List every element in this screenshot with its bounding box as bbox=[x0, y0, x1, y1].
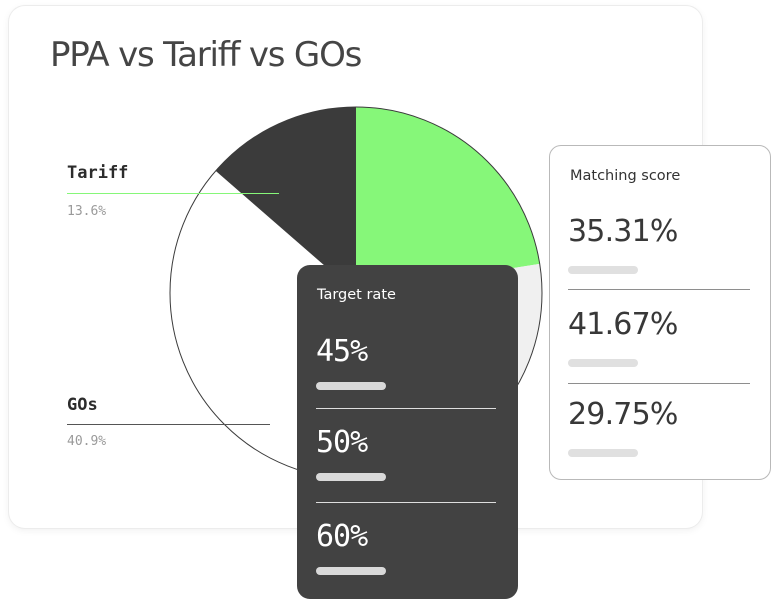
gos-percent: 40.9% bbox=[67, 434, 107, 449]
tariff-label: Tariff bbox=[67, 163, 129, 183]
gos-label: GOs bbox=[67, 395, 98, 415]
placeholder-bar bbox=[568, 266, 638, 274]
target-rate-row: 60% bbox=[316, 519, 496, 614]
matching-score-value: 29.75% bbox=[568, 397, 678, 432]
target-rate-header: Target rate bbox=[317, 287, 396, 303]
placeholder-bar bbox=[316, 382, 386, 390]
placeholder-bar bbox=[316, 473, 386, 481]
chart-title: PPA vs Tariff vs GOs bbox=[50, 35, 362, 75]
row-divider bbox=[316, 502, 496, 503]
tariff-leader-line bbox=[67, 193, 279, 194]
placeholder-bar bbox=[316, 567, 386, 575]
pie-slice-0 bbox=[356, 107, 540, 293]
tariff-percent: 13.6% bbox=[67, 204, 107, 219]
row-divider bbox=[316, 408, 496, 409]
matching-score-value: 35.31% bbox=[568, 214, 678, 249]
matching-score-row: 41.67% bbox=[568, 307, 750, 402]
target-rate-row: 45% bbox=[316, 334, 496, 429]
target-rate-value: 45% bbox=[316, 334, 368, 369]
target-rate-value: 60% bbox=[316, 519, 368, 554]
matching-score-value: 41.67% bbox=[568, 307, 678, 342]
row-divider bbox=[568, 289, 750, 290]
pie-slice-tariff bbox=[215, 107, 356, 293]
placeholder-bar bbox=[568, 449, 638, 457]
row-divider bbox=[568, 383, 750, 384]
placeholder-bar bbox=[568, 359, 638, 367]
gos-leader-line bbox=[67, 424, 270, 425]
target-rate-value: 50% bbox=[316, 425, 368, 460]
matching-score-card: Matching score 35.31% 41.67% 29.75% bbox=[549, 145, 771, 480]
matching-score-row: 35.31% bbox=[568, 214, 750, 309]
matching-score-header: Matching score bbox=[570, 168, 681, 184]
target-rate-card: Target rate 45% 50% 60% bbox=[297, 265, 518, 599]
matching-score-row: 29.75% bbox=[568, 397, 750, 492]
target-rate-row: 50% bbox=[316, 425, 496, 520]
